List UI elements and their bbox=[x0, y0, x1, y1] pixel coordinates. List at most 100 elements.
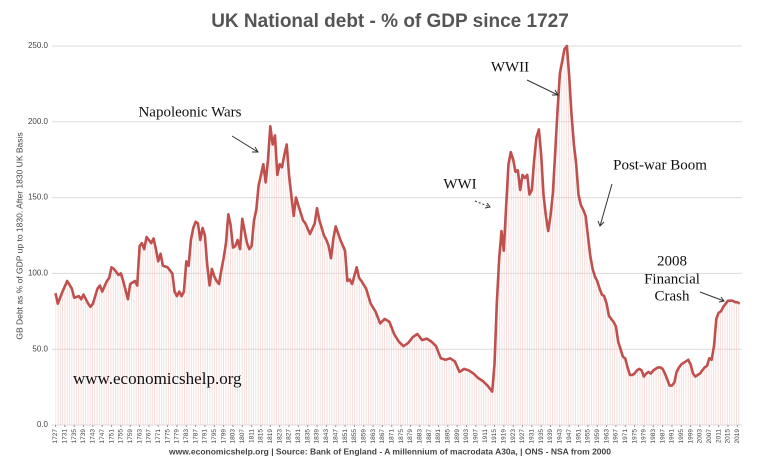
x-tick-label: 1939 bbox=[547, 429, 554, 444]
x-tick-label: 1991 bbox=[669, 429, 676, 444]
x-tick-label: 1807 bbox=[239, 429, 246, 444]
x-tick-label: 1771 bbox=[155, 429, 162, 444]
x-tick-label: 1751 bbox=[108, 429, 115, 444]
arrow bbox=[526, 79, 559, 96]
arrow bbox=[231, 135, 259, 153]
x-tick-label: 1779 bbox=[174, 429, 181, 444]
x-tick-label: 1727 bbox=[52, 429, 59, 444]
x-tick-label: 1811 bbox=[248, 429, 255, 443]
x-tick-label: 1815 bbox=[258, 429, 265, 444]
annotation: Crash bbox=[655, 288, 690, 304]
x-tick-label: 1795 bbox=[211, 429, 218, 444]
x-tick-label: 1983 bbox=[650, 429, 657, 444]
arrow-head bbox=[484, 202, 491, 209]
x-tick-label: 1899 bbox=[454, 429, 461, 444]
x-tick-label: 1967 bbox=[613, 429, 620, 444]
y-tick-label: 50.0 bbox=[32, 344, 48, 353]
annotation: 2008 bbox=[657, 253, 687, 269]
x-tick-label: 1799 bbox=[220, 429, 227, 444]
arrow-head bbox=[552, 89, 559, 96]
x-tick-label: 1847 bbox=[332, 429, 339, 444]
footer: www.economicshelp.org | Source: Bank of … bbox=[168, 446, 611, 456]
y-tick-label: 0.0 bbox=[37, 420, 49, 429]
x-tick-label: 1955 bbox=[585, 429, 592, 444]
x-tick-label: 1891 bbox=[435, 429, 442, 444]
x-tick-label: 1839 bbox=[314, 429, 321, 444]
x-tick-label: 1879 bbox=[407, 429, 414, 444]
watermark: www.economicshelp.org bbox=[73, 369, 242, 388]
x-tick-label: 1767 bbox=[146, 429, 153, 444]
arrow-head bbox=[252, 146, 259, 153]
x-tick-label: 1883 bbox=[416, 429, 423, 444]
x-tick-label: 2015 bbox=[725, 429, 732, 444]
y-tick-label: 250.0 bbox=[28, 41, 49, 50]
arrow bbox=[599, 183, 613, 227]
x-tick-label: 1951 bbox=[575, 429, 582, 444]
arrow-head bbox=[718, 296, 725, 303]
x-tick-label: 1911 bbox=[482, 429, 489, 443]
x-tick-label: 1843 bbox=[323, 429, 330, 444]
x-tick-label: 1959 bbox=[594, 429, 601, 444]
x-tick-label: 1775 bbox=[164, 429, 171, 444]
y-tick-label: 100.0 bbox=[28, 269, 49, 278]
x-tick-label: 1943 bbox=[557, 429, 564, 444]
x-tick-label: 1831 bbox=[295, 429, 302, 444]
annotation: Financial bbox=[644, 271, 700, 287]
annotation: WWII bbox=[491, 59, 529, 75]
x-tick-label: 1907 bbox=[473, 429, 480, 444]
y-tick-label: 200.0 bbox=[28, 117, 49, 126]
x-tick-label: 2007 bbox=[706, 429, 713, 444]
x-tick-label: 1935 bbox=[538, 429, 545, 444]
x-tick-label: 1871 bbox=[388, 429, 395, 444]
x-tick-label: 1851 bbox=[342, 429, 349, 444]
x-tick-label: 1819 bbox=[267, 429, 274, 444]
x-tick-label: 2011 bbox=[715, 429, 722, 443]
x-tick-label: 2019 bbox=[734, 429, 741, 444]
x-tick-label: 1947 bbox=[566, 429, 573, 444]
x-tick-label: 1747 bbox=[99, 429, 106, 444]
x-tick-label: 1759 bbox=[127, 429, 134, 444]
x-tick-label: 1835 bbox=[304, 429, 311, 444]
x-tick-label: 1743 bbox=[90, 429, 97, 444]
arrow-head bbox=[597, 220, 605, 227]
x-tick-label: 1931 bbox=[529, 429, 536, 444]
x-tick-label: 1971 bbox=[622, 429, 629, 444]
x-tick-label: 1855 bbox=[351, 429, 358, 444]
x-tick-label: 1987 bbox=[659, 429, 666, 444]
x-tick-label: 1903 bbox=[463, 429, 470, 444]
x-tick-label: 1739 bbox=[80, 429, 87, 444]
area bbox=[55, 46, 740, 425]
x-tick-label: 1803 bbox=[230, 429, 237, 444]
annotation: WWI bbox=[443, 176, 476, 192]
x-tick-label: 1979 bbox=[641, 429, 648, 444]
y-axis-label: GB Debt as % of GDP up to 1830. After 18… bbox=[14, 132, 24, 339]
x-tick-label: 1999 bbox=[687, 429, 694, 444]
x-tick-label: 1923 bbox=[510, 429, 517, 444]
x-tick-label: 1863 bbox=[370, 429, 377, 444]
annotation: Napoleonic Wars bbox=[138, 104, 241, 120]
x-tick-label: 1783 bbox=[183, 429, 190, 444]
arrow bbox=[474, 200, 491, 208]
x-tick-label: 1927 bbox=[519, 429, 526, 444]
x-tick-label: 1963 bbox=[603, 429, 610, 444]
line bbox=[54, 44, 741, 393]
x-tick-label: 1731 bbox=[62, 429, 69, 444]
x-tick-label: 1763 bbox=[136, 429, 143, 444]
arrow bbox=[699, 291, 725, 302]
x-tick-label: 1875 bbox=[398, 429, 405, 444]
x-tick-label: 2003 bbox=[697, 429, 704, 444]
x-tick-label: 1791 bbox=[202, 429, 209, 444]
x-tick-label: 1787 bbox=[192, 429, 199, 444]
x-tick-label: 1915 bbox=[491, 429, 498, 444]
x-tick-label: 1859 bbox=[360, 429, 367, 444]
x-tick-label: 1827 bbox=[286, 429, 293, 444]
x-tick-label: 1995 bbox=[678, 429, 685, 444]
y-tick-label: 150.0 bbox=[28, 193, 49, 202]
x-tick-label: 1755 bbox=[118, 429, 125, 444]
x-tick-label: 1895 bbox=[445, 429, 452, 444]
chart-title: UK National debt - % of GDP since 1727 bbox=[211, 11, 569, 32]
x-tick-label: 1975 bbox=[631, 429, 638, 444]
x-tick-label: 1823 bbox=[276, 429, 283, 444]
